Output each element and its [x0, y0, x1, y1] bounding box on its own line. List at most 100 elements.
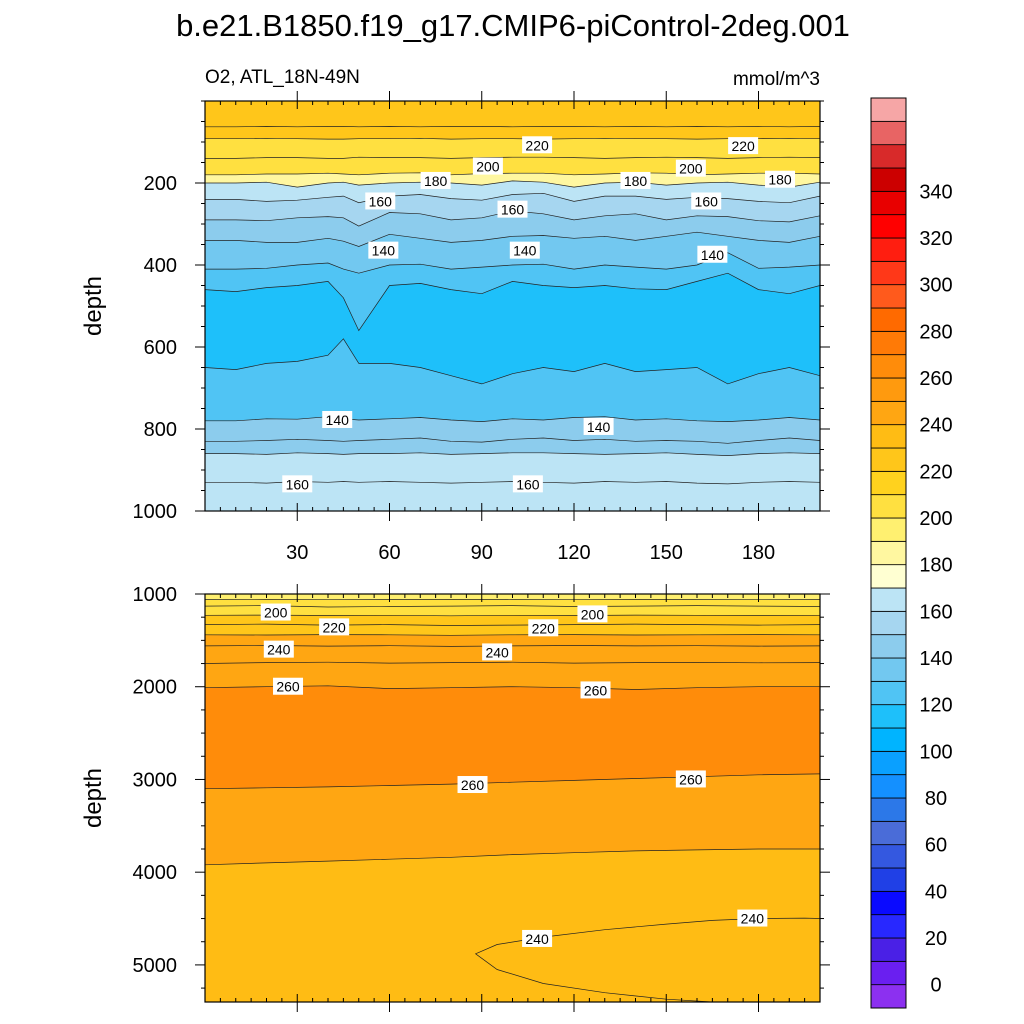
svg-text:140: 140 — [513, 243, 537, 259]
colorbar-label: 60 — [925, 835, 947, 857]
contour-line-140 — [205, 416, 820, 422]
colorbar-box — [870, 540, 907, 566]
contour-band — [205, 157, 820, 175]
colorbar-label: 200 — [919, 508, 952, 530]
contour-label: 220 — [528, 619, 559, 637]
svg-text:160: 160 — [695, 193, 719, 209]
svg-text:180: 180 — [424, 173, 448, 189]
colorbar-label: 100 — [919, 741, 952, 763]
contour-line-200 — [205, 605, 820, 608]
y-tick-label: 800 — [144, 419, 177, 441]
contour-line-160 — [205, 452, 820, 456]
colorbar-box — [870, 214, 907, 239]
contour-label: 220 — [319, 618, 350, 636]
contour-band — [205, 338, 820, 422]
x-tick-label: 150 — [650, 542, 683, 564]
svg-text:140: 140 — [587, 419, 611, 435]
colorbar-label: 240 — [919, 415, 952, 437]
contour-band — [205, 662, 820, 690]
colorbar-box — [870, 400, 907, 426]
y-tick-label: 1000 — [133, 584, 178, 606]
svg-text:240: 240 — [525, 931, 549, 947]
svg-text:260: 260 — [461, 777, 485, 793]
colorbar-frame — [870, 97, 907, 1009]
colorbar-box — [870, 657, 907, 682]
colorbar-label: 340 — [919, 181, 952, 203]
y-tick-label: 600 — [144, 337, 177, 359]
svg-text:140: 140 — [372, 243, 396, 259]
colorbar-box — [870, 237, 907, 262]
colorbar-box — [870, 984, 907, 1009]
x-tick-label: 180 — [742, 542, 775, 564]
svg-text:260: 260 — [679, 771, 703, 787]
contour-line-240 — [205, 634, 820, 636]
colorbar-box — [870, 330, 907, 356]
svg-text:240: 240 — [485, 644, 509, 660]
contour-band — [205, 605, 820, 616]
colorbar-box — [870, 610, 907, 636]
colorbar-box — [870, 307, 907, 332]
plot-area: 200 220 240 200 220 240 260 260 260 260 240 240 — [205, 594, 820, 1002]
contour-line-220 — [205, 137, 820, 140]
y-tick-label: 3000 — [133, 769, 178, 791]
plot-area: 220 220 200 200 180 180 180 160 160 160 140 140 140 1… — [205, 101, 820, 511]
colorbar-box — [870, 494, 907, 519]
colorbar-box — [870, 97, 907, 122]
colorbar-box — [870, 634, 907, 659]
contour-band — [205, 452, 820, 484]
svg-text:160: 160 — [501, 202, 525, 218]
contour-line-160 — [205, 481, 820, 485]
contour-label: 240 — [522, 929, 553, 947]
svg-text:220: 220 — [731, 138, 755, 154]
contour-line-260 — [205, 773, 820, 790]
colorbar-label: 160 — [919, 601, 952, 623]
svg-text:200: 200 — [264, 605, 288, 621]
contour-band — [205, 210, 820, 247]
svg-text:260: 260 — [584, 682, 608, 698]
svg-text:200: 200 — [581, 606, 605, 622]
contour-band — [205, 252, 820, 331]
colorbar-box — [870, 377, 907, 402]
contour-label: 160 — [365, 192, 396, 210]
x-tick-label: 120 — [557, 542, 590, 564]
contour-label: 220 — [728, 137, 759, 155]
contour-label: 240 — [737, 909, 768, 927]
contour-band — [205, 615, 820, 626]
y-axis-label: depth — [80, 276, 107, 336]
svg-text:220: 220 — [532, 620, 556, 636]
colorbar-box — [870, 704, 907, 729]
contour-label: 180 — [765, 170, 796, 188]
contour-line-140 — [205, 231, 820, 247]
svg-text:220: 220 — [322, 619, 346, 635]
contour-label: 240 — [263, 640, 294, 658]
colorbar-box — [870, 517, 907, 542]
svg-text:260: 260 — [276, 679, 300, 695]
contour-band — [205, 172, 820, 188]
colorbar-label: 80 — [925, 788, 947, 810]
colorbar-box — [870, 820, 907, 846]
contour-label: 260 — [675, 770, 706, 788]
contour-band — [205, 273, 820, 384]
y-tick-label: 200 — [144, 173, 177, 195]
contour-band — [205, 138, 820, 159]
main-title: b.e21.B1850.f19_g17.CMIP6-piControl-2deg… — [176, 8, 850, 43]
colorbar-box — [870, 587, 907, 612]
left-subtitle: O2, ATL_18N-49N — [205, 67, 360, 88]
contour-band — [205, 624, 820, 636]
contour-line-240 — [205, 645, 820, 647]
colorbar-label: 20 — [925, 928, 947, 950]
colorbar-box — [870, 727, 907, 752]
lower-contour-panel: 200 220 240 200 220 240 260 260 260 260 240 240 1000… — [80, 584, 830, 1012]
colorbar: 0 20 40 60 80 100 120 140 160 180 200 220 240 260 280 3… — [870, 97, 953, 1009]
contour-label: 160 — [691, 192, 722, 210]
colorbar-label: 180 — [919, 555, 952, 577]
contour-label: 200 — [472, 157, 503, 175]
contour-line-200 — [205, 156, 820, 159]
x-tick-label: 90 — [471, 542, 493, 564]
contour-label: 220 — [522, 136, 553, 154]
x-tick-label: 30 — [286, 542, 308, 564]
colorbar-label: 280 — [919, 321, 952, 343]
colorbar-box — [870, 797, 907, 822]
colorbar-label: 40 — [925, 881, 947, 903]
